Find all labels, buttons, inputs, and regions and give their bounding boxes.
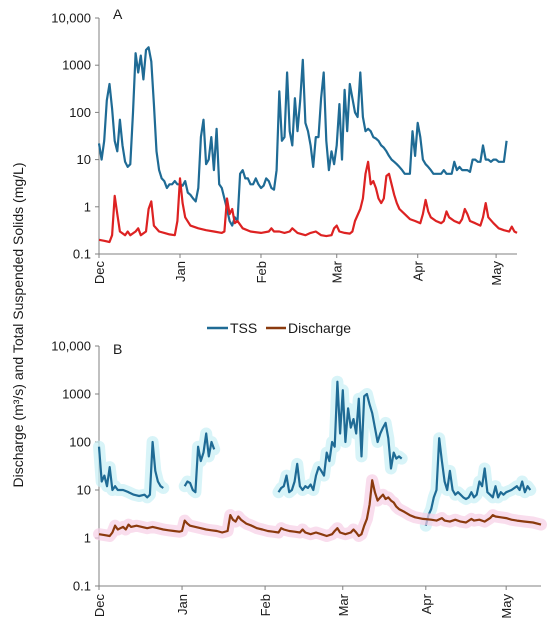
panel-b-x-tick-label: Apr [419, 593, 434, 614]
panel-b-y-tick-label: 1000 [62, 387, 91, 402]
panel-a: A 0.1 1 10 100 1000 10,000 Dec Jan Feb Mar Apr May [51, 6, 518, 286]
panel-b-tss-line [424, 437, 532, 526]
panel-a-x-tick-label: Dec [92, 261, 107, 285]
panel-b-x-tick-label: Feb [258, 594, 273, 616]
y-axis-label: Discharge (m³/s) and Total Suspended Sol… [10, 162, 26, 487]
panel-b-x-tick-label: Jan [175, 594, 190, 615]
legend-discharge-label: Discharge [288, 320, 351, 336]
panel-a-tss-line [97, 46, 508, 227]
panel-b-y-tick-label: 100 [69, 435, 91, 450]
panel-b-y-tick-label: 1 [84, 531, 91, 546]
panel-a-x-tick-label: Jan [173, 261, 188, 282]
panel-b-tss-line [277, 380, 403, 494]
panel-a-discharge-line [98, 160, 518, 244]
panel-a-x-tick-label: May [489, 261, 504, 286]
panel-a-label: A [113, 6, 123, 22]
panel-a-y-tick-label: 100 [69, 105, 91, 120]
legend: TSS Discharge [207, 320, 351, 336]
panel-b-discharge-line [98, 479, 542, 538]
panel-a-y-tick-label: 1 [84, 199, 91, 214]
panel-a-y-tick-label: 10,000 [51, 11, 91, 26]
panel-b-y-tick-label: 10,000 [51, 339, 91, 354]
panel-b-x-tick-label: Mar [336, 593, 351, 616]
panel-b-x-tick-label: Dec [92, 594, 107, 618]
legend-tss-label: TSS [230, 320, 257, 336]
panel-a-y-tick-label: 1000 [62, 58, 91, 73]
panel-b-tss-line [183, 432, 216, 494]
panel-a-x-tick-label: Feb [254, 261, 269, 283]
panel-b-tss-line [97, 440, 164, 499]
panel-b-y-tick-label: 10 [77, 483, 91, 498]
panel-b-tss-band [272, 375, 408, 499]
panel-a-y-tick-label: 0.1 [73, 247, 91, 262]
panel-b: B 0.1 1 10 100 1000 10,000 Dec Jan Feb Mar Apr May [51, 339, 547, 619]
panel-b-y-tick-label: 0.1 [73, 579, 91, 594]
panel-b-label: B [113, 341, 122, 357]
panel-a-y-tick-label: 10 [77, 152, 91, 167]
panel-a-x-tick-label: Mar [330, 260, 345, 283]
panel-b-x-tick-label: May [499, 594, 514, 619]
panel-a-x-tick-label: Apr [411, 260, 426, 281]
